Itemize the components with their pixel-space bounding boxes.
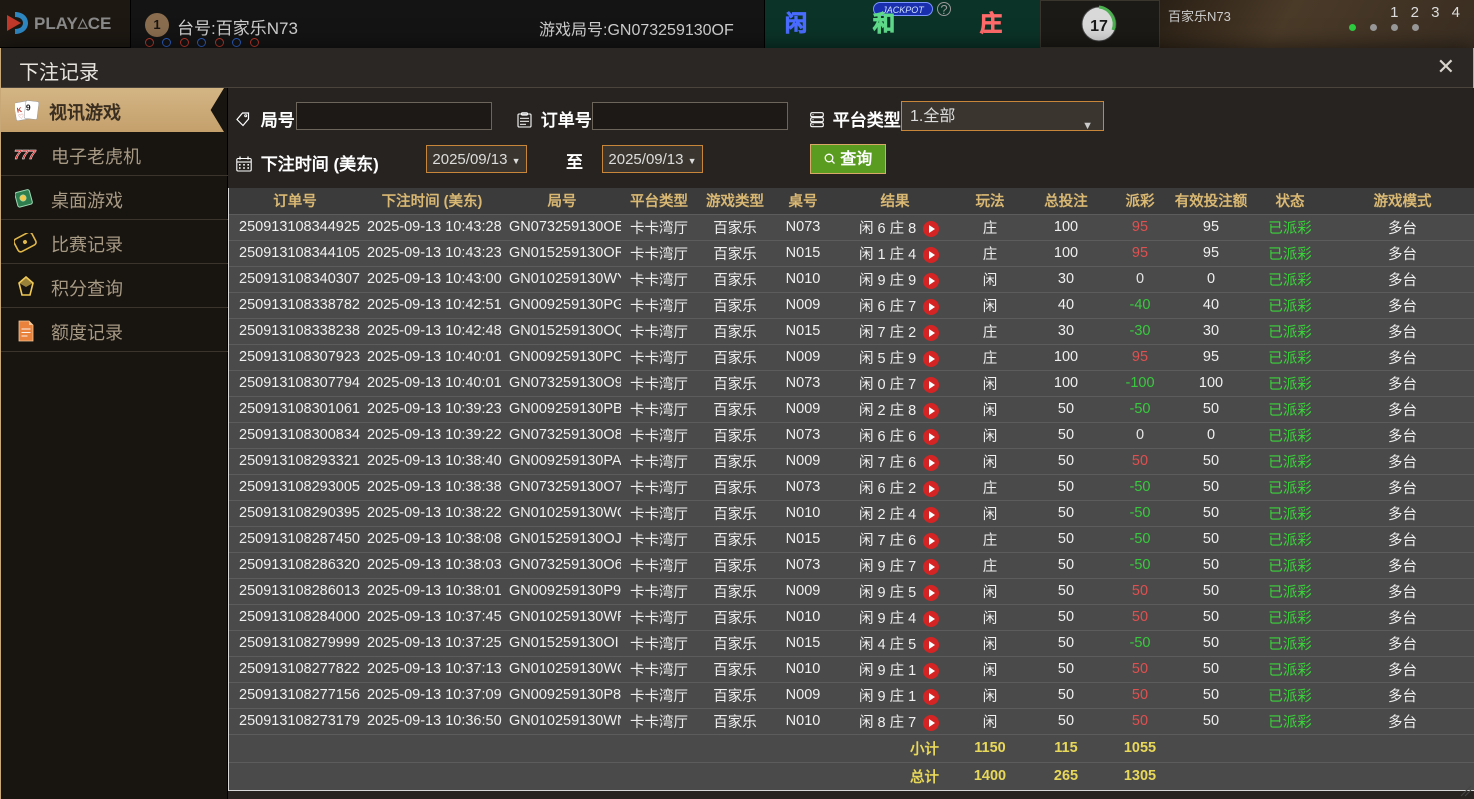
svg-text:777: 777 [14,147,36,162]
svg-text:17: 17 [1090,18,1108,35]
svg-text:9: 9 [26,103,31,113]
